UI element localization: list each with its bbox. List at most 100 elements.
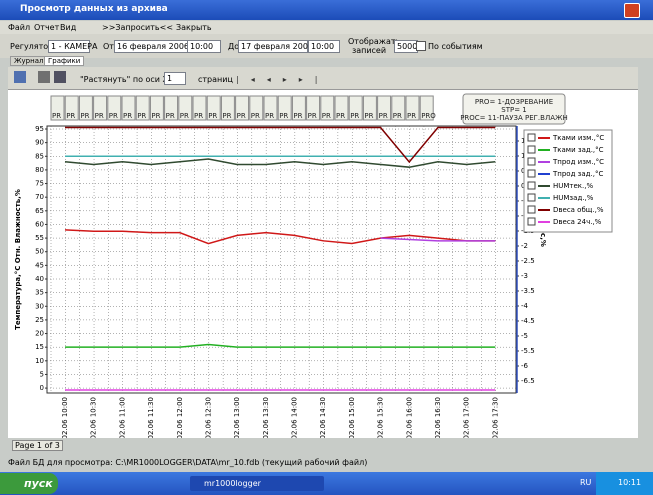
event-flag bbox=[206, 95, 221, 121]
x-tick-label: 16.02.06 16:00 bbox=[405, 397, 413, 438]
event-label: PR bbox=[222, 112, 231, 120]
event-label: PR bbox=[123, 112, 132, 120]
window-title: Просмотр данных из архива bbox=[20, 4, 168, 14]
legend-checkbox[interactable] bbox=[527, 157, 536, 166]
x-tick-label: 16.02.06 17:00 bbox=[463, 397, 471, 438]
event-flag bbox=[249, 95, 264, 121]
legend-checkbox[interactable] bbox=[527, 181, 536, 190]
annotation: STP= 1 bbox=[501, 106, 526, 114]
task-button[interactable]: mr1000logger bbox=[190, 476, 324, 491]
y-tick-label: 25 bbox=[35, 316, 44, 324]
y-axis-title: Температура,°С Отн. Влажность,% bbox=[14, 189, 22, 330]
y-tick-label: 80 bbox=[35, 166, 44, 174]
event-label: PR bbox=[95, 112, 104, 120]
event-flag bbox=[164, 95, 179, 121]
legend-checkbox[interactable] bbox=[527, 169, 536, 178]
y-tick-label: 65 bbox=[35, 207, 44, 215]
series-line bbox=[64, 229, 496, 245]
x-tick-label: 16.02.06 12:00 bbox=[176, 397, 184, 438]
x-tick-label: 16.02.06 17:30 bbox=[491, 397, 499, 438]
event-flag bbox=[220, 95, 235, 121]
tab[interactable]: Журнал bbox=[10, 56, 48, 66]
from-time[interactable]: 10:00 bbox=[187, 40, 221, 53]
menu-item[interactable]: >>Запросить<< bbox=[102, 23, 174, 32]
legend-label: HUMзад.,% bbox=[553, 194, 594, 202]
label: Отображать записей bbox=[348, 37, 401, 55]
event-flag bbox=[320, 95, 335, 121]
event-flag bbox=[107, 95, 122, 121]
tray bbox=[596, 472, 653, 495]
records-input[interactable]: 5000 bbox=[394, 40, 418, 53]
from-date[interactable]: 16 февраля 2006 bbox=[114, 40, 189, 53]
legend-checkbox[interactable] bbox=[527, 205, 536, 214]
event-flag bbox=[121, 95, 136, 121]
y-tick-label: 60 bbox=[35, 220, 44, 228]
legend-checkbox[interactable] bbox=[527, 133, 536, 142]
y-tick-label: 85 bbox=[35, 152, 44, 160]
y-tick-label: 50 bbox=[35, 248, 44, 256]
legend-checkbox[interactable] bbox=[527, 193, 536, 202]
x-tick-label: 16.02.06 11:30 bbox=[147, 397, 155, 438]
y-tick-label: 10 bbox=[35, 357, 44, 365]
event-label: PR bbox=[407, 112, 416, 120]
event-flag bbox=[50, 95, 65, 121]
legend bbox=[523, 129, 613, 233]
menu-item[interactable]: Отчет bbox=[34, 23, 60, 32]
event-label: PR bbox=[293, 112, 302, 120]
event-flag bbox=[192, 95, 207, 121]
checkbox[interactable] bbox=[416, 41, 426, 51]
to-date[interactable]: 17 февраля 2006 bbox=[238, 40, 313, 53]
event-label: PR bbox=[52, 112, 61, 120]
nav-buttons[interactable]: |◂◂▸▸| bbox=[236, 75, 330, 84]
close-button[interactable] bbox=[624, 3, 640, 18]
event-flag bbox=[405, 95, 420, 121]
x-tick-label: 16.02.06 10:30 bbox=[90, 397, 98, 438]
event-flag bbox=[419, 95, 434, 121]
series-line bbox=[65, 126, 496, 164]
menu-item[interactable]: Вид bbox=[60, 23, 77, 32]
tool-button[interactable] bbox=[14, 71, 26, 83]
tool-button[interactable] bbox=[54, 71, 66, 83]
pages-input[interactable]: 1 bbox=[164, 72, 186, 85]
event-flag bbox=[334, 95, 349, 121]
start-button[interactable]: пуск bbox=[0, 473, 58, 494]
event-label: PR bbox=[279, 112, 288, 120]
title-bar bbox=[0, 0, 653, 20]
event-flag bbox=[362, 95, 377, 121]
legend-checkbox[interactable] bbox=[527, 145, 536, 154]
y-tick-label: 45 bbox=[35, 261, 44, 269]
tool-button[interactable] bbox=[38, 71, 50, 83]
event-flag bbox=[149, 95, 164, 121]
y2-tick-label: 1 bbox=[521, 152, 525, 160]
label: По событиям bbox=[428, 42, 483, 51]
event-flag bbox=[135, 95, 150, 121]
annotation: PRO= 1-ДОЗРЕВАНИЕ bbox=[475, 98, 553, 106]
regulator-select[interactable]: 1 - КАМЕРА bbox=[48, 40, 97, 53]
event-label: PR bbox=[336, 112, 345, 120]
event-flag bbox=[377, 95, 392, 121]
event-flag bbox=[306, 95, 321, 121]
plot-area bbox=[46, 125, 517, 394]
menu-item[interactable]: Файл bbox=[8, 23, 31, 32]
event-flag bbox=[78, 95, 93, 121]
tab[interactable]: Графики bbox=[44, 56, 85, 66]
menu-item[interactable]: Закрыть bbox=[176, 23, 212, 32]
y2-tick-label: -2.5 bbox=[521, 257, 535, 265]
y2-tick-label: -2 bbox=[521, 242, 528, 250]
to-time[interactable]: 10:00 bbox=[308, 40, 340, 53]
event-flag bbox=[263, 95, 278, 121]
taskbar bbox=[0, 472, 653, 495]
legend-checkbox[interactable] bbox=[527, 217, 536, 226]
y-tick-label: 0 bbox=[40, 384, 44, 392]
event-label: PR bbox=[166, 112, 175, 120]
event-label: PR bbox=[237, 112, 246, 120]
series-line bbox=[65, 343, 496, 348]
event-flag bbox=[277, 95, 292, 121]
page-indicator: Page 1 of 3 bbox=[12, 440, 63, 451]
event-label: PR bbox=[66, 112, 75, 120]
y-tick-label: 15 bbox=[35, 343, 44, 351]
x-tick-label: 16.02.06 14:00 bbox=[291, 397, 299, 438]
event-label: PR bbox=[251, 112, 260, 120]
y-tick-label: 95 bbox=[35, 125, 44, 133]
